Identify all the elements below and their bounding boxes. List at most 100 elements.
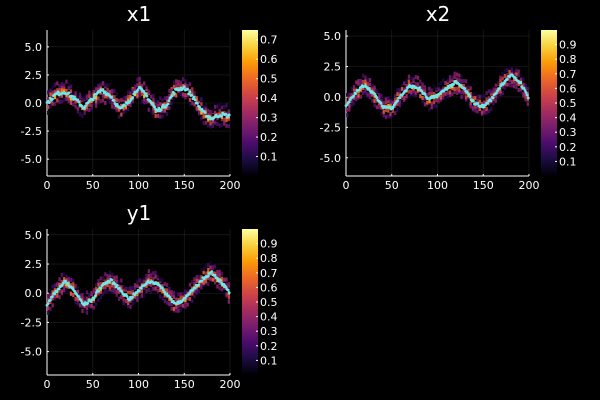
trace-point <box>48 298 52 302</box>
heatmap-cell <box>483 110 486 115</box>
heatmap-cell <box>371 92 374 97</box>
heatmap-cell <box>510 80 513 85</box>
heatmap-cell <box>211 119 214 124</box>
heatmap-cell <box>195 90 198 95</box>
heatmap-cell <box>161 98 164 103</box>
heatmap-cell <box>448 90 452 95</box>
colorbar-tick-label: 0.7 <box>260 34 278 47</box>
heatmap-cell <box>423 102 427 107</box>
heatmap-cell <box>170 302 173 307</box>
heatmap-cell <box>512 79 516 84</box>
heatmap-cell <box>191 91 194 96</box>
heatmap-cell <box>85 94 89 99</box>
heatmap-cell <box>209 265 212 270</box>
heatmap-cell <box>371 83 374 88</box>
heatmap-cell <box>188 82 192 87</box>
trace-point <box>77 100 81 104</box>
heatmap-cell <box>432 92 436 97</box>
trace-point <box>187 92 191 96</box>
colorbar-tick-label: 0.8 <box>559 53 577 66</box>
heatmap-cell <box>175 292 178 297</box>
heatmap-cell <box>218 269 221 274</box>
heatmap-cell <box>209 260 212 265</box>
heatmap-cell <box>460 90 463 95</box>
colorbar-tick-label: 0.6 <box>260 281 278 294</box>
heatmap-cell <box>480 110 484 115</box>
heatmap-cell <box>193 281 196 286</box>
heatmap-cell <box>396 97 399 102</box>
heatmap-cell <box>97 83 100 88</box>
heatmap-cell <box>391 96 395 101</box>
heatmap-cell <box>380 98 383 103</box>
heatmap-cell <box>387 114 390 119</box>
trace-point <box>224 285 228 289</box>
heatmap-cell <box>145 289 148 294</box>
trace-point <box>110 95 114 99</box>
heatmap-cell <box>352 101 356 106</box>
heatmap-cell <box>442 95 445 100</box>
heatmap-cell <box>462 94 465 99</box>
heatmap-cell <box>410 89 413 94</box>
heatmap-cell <box>444 80 447 85</box>
heatmap-cell <box>428 107 431 112</box>
heatmap-cell <box>437 96 440 101</box>
heatmap-cell <box>490 89 493 94</box>
heatmap-cell <box>60 84 64 89</box>
heatmap-cell <box>99 82 102 87</box>
heatmap-cell <box>69 283 73 288</box>
colorbar-tick-label: 0.1 <box>559 155 577 168</box>
heatmap-cell <box>414 82 417 87</box>
heatmap-cell <box>522 77 525 82</box>
heatmap-cell <box>127 286 130 291</box>
heatmap-cell <box>225 123 228 128</box>
heatmap-cell <box>138 93 141 98</box>
heatmap-cell <box>49 104 52 109</box>
heatmap-cell <box>175 79 178 84</box>
heatmap-cell <box>223 277 226 282</box>
trace-point <box>169 297 173 301</box>
heatmap-cell <box>515 68 518 73</box>
trace-point <box>522 86 526 90</box>
heatmap-cell <box>154 274 157 279</box>
heatmap-cell <box>138 76 141 81</box>
heatmap-cell <box>455 72 459 77</box>
heatmap-cell <box>524 86 527 91</box>
trace-point <box>481 105 485 109</box>
heatmap-cell <box>414 90 417 95</box>
heatmap-cell <box>220 271 224 276</box>
colorbar-tick-label: 0.3 <box>260 112 278 125</box>
heatmap-cell <box>225 292 228 297</box>
heatmap-cell <box>99 99 102 104</box>
heatmap-cell <box>49 293 52 298</box>
heatmap-cell <box>122 110 125 115</box>
heatmap-cell <box>108 82 112 87</box>
heatmap-cell <box>177 82 180 87</box>
heatmap-cell <box>414 75 417 80</box>
heatmap-cell <box>508 82 511 87</box>
heatmap-cell <box>186 302 189 307</box>
heatmap-cell <box>175 308 178 313</box>
heatmap-cell <box>442 86 445 91</box>
heatmap-cell <box>49 300 52 305</box>
heatmap-cell <box>72 282 75 287</box>
heatmap-cell <box>79 112 82 117</box>
heatmap-cell <box>197 99 201 104</box>
heatmap-cell <box>410 81 413 86</box>
heatmap-cell <box>519 73 523 78</box>
heatmap-cell <box>181 77 185 82</box>
heatmap-cell <box>147 287 150 292</box>
heatmap-cell <box>478 109 481 114</box>
heatmap-cell <box>197 106 201 111</box>
heatmap-cell <box>186 287 189 292</box>
heatmap-cell <box>455 77 459 82</box>
heatmap-cell <box>184 300 187 305</box>
heatmap-cell <box>517 73 520 78</box>
heatmap-cell <box>184 93 187 98</box>
colorbar-x2: 0.10.2 0.30.4 0.5 0.60.7 0.80.9 <box>541 30 577 176</box>
heatmap-cell <box>95 291 98 296</box>
heatmap-cell <box>108 89 112 94</box>
heatmap-cell <box>177 304 180 309</box>
heatmap-cell <box>220 117 224 122</box>
heatmap-cell <box>76 94 80 99</box>
heatmap-cell <box>47 306 50 311</box>
